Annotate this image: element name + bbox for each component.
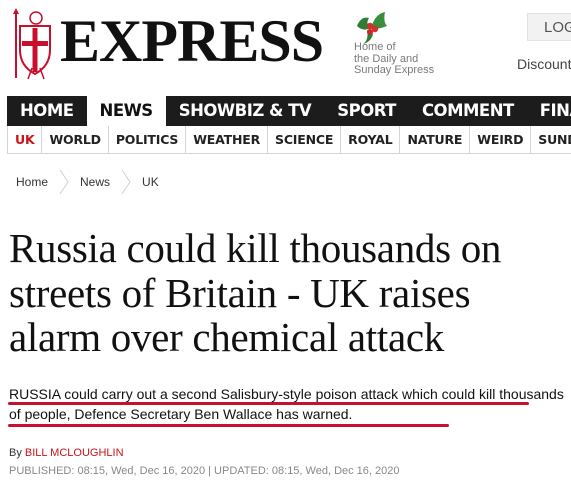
subnav-item-politics[interactable]: POLITICS bbox=[109, 126, 187, 153]
breadcrumb-news[interactable]: News bbox=[80, 175, 111, 189]
nav-item-news[interactable]: NEWS bbox=[86, 96, 166, 126]
article-byline: By BILL MCLOUGHLIN bbox=[9, 447, 124, 459]
subnav-item-sunday[interactable]: SUNDAY bbox=[531, 126, 571, 153]
subnav-item-world[interactable]: WORLD bbox=[42, 126, 109, 153]
subnav-item-royal[interactable]: ROYAL bbox=[341, 126, 401, 153]
login-button[interactable]: LOG bbox=[527, 13, 571, 41]
breadcrumb-chevron-icon bbox=[59, 170, 69, 194]
masthead-tagline: Home of the Daily and Sunday Express bbox=[354, 41, 454, 77]
crusader-logo-icon[interactable] bbox=[6, 8, 58, 80]
subnav-item-nature[interactable]: NATURE bbox=[400, 126, 471, 153]
byline-prefix: By bbox=[9, 447, 22, 459]
author-link[interactable]: BILL MCLOUGHLIN bbox=[24, 447, 124, 459]
article-standfirst: RUSSIA could carry out a second Salisbur… bbox=[9, 386, 564, 422]
breadcrumb: Home News UK bbox=[16, 170, 159, 194]
breadcrumb-uk[interactable]: UK bbox=[142, 175, 159, 189]
subnav-item-uk[interactable]: UK bbox=[8, 126, 43, 153]
article-headline: Russia could kill thousands on streets o… bbox=[9, 225, 502, 360]
nav-item-sport[interactable]: SPORT bbox=[337, 101, 396, 120]
express-wordmark[interactable]: EXPRESS bbox=[60, 8, 324, 74]
tagline-line: the Daily and bbox=[354, 52, 419, 65]
subnav-item-science[interactable]: SCIENCE bbox=[268, 126, 342, 153]
subnav-item-weird[interactable]: WEIRD bbox=[470, 126, 532, 153]
main-nav: HOME NEWS SHOWBIZ & TV SPORT COMMENT FIN… bbox=[7, 96, 571, 126]
discount-link[interactable]: Discount bbox=[517, 56, 571, 72]
highlight-underline bbox=[8, 424, 449, 427]
tagline-line: Sunday Express bbox=[354, 64, 435, 76]
sub-nav: UK WORLD POLITICS WEATHER SCIENCE ROYAL … bbox=[7, 126, 571, 154]
subnav-item-weather[interactable]: WEATHER bbox=[186, 126, 269, 153]
nav-item-home[interactable]: HOME bbox=[20, 101, 74, 120]
nav-item-finance[interactable]: FINANCE bbox=[539, 101, 571, 120]
breadcrumb-home[interactable]: Home bbox=[16, 175, 49, 189]
breadcrumb-chevron-icon bbox=[121, 170, 131, 194]
publish-date: PUBLISHED: 08:15, Wed, Dec 16, 2020 | UP… bbox=[9, 465, 400, 477]
nav-item-showbiz[interactable]: SHOWBIZ & TV bbox=[178, 101, 312, 120]
nav-item-comment[interactable]: COMMENT bbox=[421, 101, 514, 120]
tagline-line: Home of bbox=[354, 41, 396, 53]
holly-icon bbox=[353, 6, 389, 46]
highlight-underline bbox=[8, 402, 529, 405]
